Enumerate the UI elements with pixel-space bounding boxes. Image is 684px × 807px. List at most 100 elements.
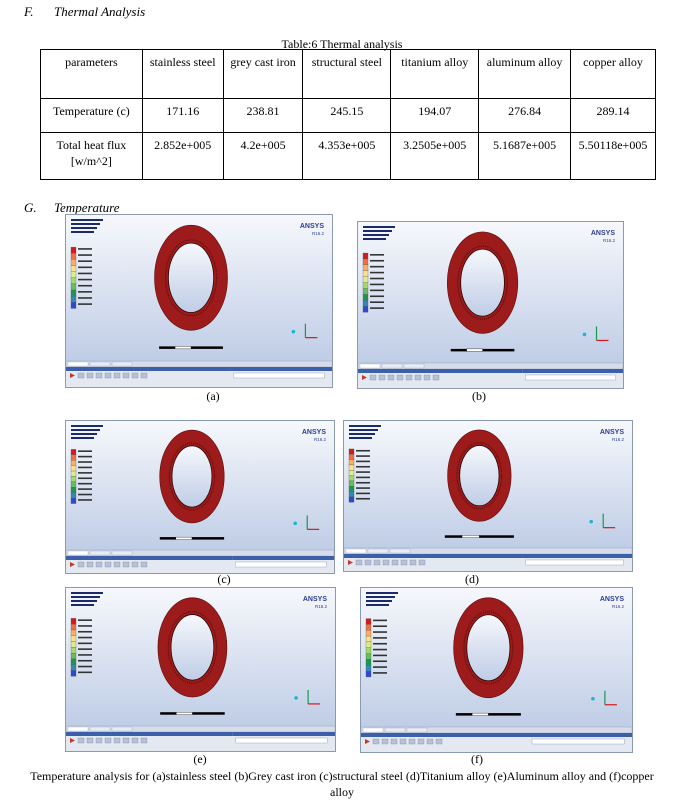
ansys-logo: ANSYS [591, 230, 615, 237]
header-text-line [71, 231, 94, 233]
figure-caption: Temperature analysis for (a)stainless st… [30, 769, 654, 799]
legend-color-swatch [70, 635, 77, 642]
toolbar-button [399, 738, 407, 745]
view-tab [111, 726, 133, 732]
triad-origin-marker [591, 696, 595, 701]
table-header-row: parameters stainless steel grey cast iro… [40, 49, 656, 99]
toolbar-button [95, 737, 103, 744]
legend-color-swatch [362, 270, 369, 277]
legend-color-swatch [365, 647, 372, 654]
legend-color-swatch [348, 454, 355, 460]
header-text-line [71, 600, 97, 602]
tabular-data-field [525, 374, 616, 381]
scale-bar-segment [471, 712, 489, 716]
toolbar-button [378, 374, 386, 381]
header-text-line [363, 234, 389, 236]
legend-value-text [373, 654, 387, 657]
legend-color-swatch [70, 253, 77, 260]
legend-value-text [78, 654, 92, 656]
toolbar-button [390, 738, 398, 745]
view-tab [389, 548, 411, 554]
toolbar-button [409, 559, 417, 566]
header-text-line [366, 592, 398, 594]
animation-toolbar [66, 367, 332, 387]
legend-value-text [78, 284, 92, 287]
ansys-logo: ANSYS [600, 429, 624, 436]
legend-color-swatch [70, 460, 77, 466]
toolbar-button [131, 737, 139, 744]
legend-color-swatch [70, 277, 77, 285]
ring-mesh [167, 610, 218, 684]
legend-color-swatch [70, 289, 77, 297]
header-text-line [363, 230, 392, 232]
toolbar-button [369, 374, 377, 381]
ansys-version: R16.2 [312, 231, 325, 236]
legend-value-text [356, 471, 370, 473]
animation-toolbar [344, 554, 632, 571]
table-cell: 171.16 [141, 98, 224, 133]
header-text-line [349, 433, 375, 435]
legend-value-text [78, 266, 92, 269]
toolbar-button [113, 737, 121, 744]
tabular-titlebar [232, 556, 334, 560]
legend-color-swatch [362, 276, 369, 283]
view-tab [67, 361, 89, 367]
header-text-line [71, 433, 97, 435]
legend-value-text [356, 497, 370, 500]
legend-value-text [373, 660, 387, 663]
legend-value-text [78, 499, 92, 501]
legend-color-swatch [70, 476, 77, 483]
header-text-line [71, 223, 100, 225]
graph-titlebar [344, 554, 523, 558]
legend-color-swatch [70, 652, 77, 660]
toolbar-button [140, 561, 148, 568]
subfigure-label: (e) [193, 752, 207, 766]
legend-color-swatch [362, 264, 369, 271]
toolbar-button [408, 738, 416, 745]
toolbar-button [104, 561, 112, 568]
ansys-logo: ANSYS [303, 596, 327, 603]
legend-color-swatch [362, 306, 369, 313]
legend-color-swatch [70, 664, 77, 671]
view-tab [67, 726, 89, 732]
subfigure-label: (b) [472, 389, 486, 403]
toolbar-button [140, 737, 148, 744]
legend-color-swatch [70, 449, 77, 455]
view-tab [345, 548, 367, 554]
legend-color-swatch [365, 618, 372, 625]
tabular-titlebar [230, 367, 332, 371]
scale-bar-segment [461, 535, 480, 538]
scale-bar-segment [174, 346, 192, 350]
legend-color-swatch [362, 282, 369, 289]
legend-color-swatch [365, 665, 372, 672]
toolbar-button [122, 372, 130, 379]
toolbar-button [435, 738, 443, 745]
legend-color-swatch [70, 271, 77, 278]
scale-bar-segment [175, 536, 193, 540]
play-icon [362, 375, 367, 380]
legend-color-swatch [365, 670, 372, 678]
scale-bar-segment [176, 712, 193, 715]
legend-value-text [78, 450, 92, 452]
legend-color-swatch [70, 647, 77, 654]
ansys-logo: ANSYS [600, 596, 624, 603]
view-tab [111, 361, 133, 367]
view-tab [67, 550, 89, 556]
legend-color-swatch [70, 492, 77, 499]
legend-color-swatch [362, 288, 369, 295]
legend-color-swatch [70, 465, 77, 472]
legend-value-text [78, 303, 92, 305]
view-tab [89, 550, 111, 556]
graph-titlebar [66, 556, 233, 560]
toolbar-button [140, 372, 148, 379]
subfigure-label: (c) [217, 572, 231, 586]
legend-value-text [78, 254, 92, 256]
table-header-cell: parameters [40, 49, 143, 99]
triad-origin-marker [582, 332, 587, 337]
toolbar-button [364, 559, 372, 566]
section-number: G. [24, 200, 37, 215]
toolbar-button [86, 737, 94, 744]
legend-value-text [370, 295, 384, 298]
ring-mesh [463, 611, 514, 685]
